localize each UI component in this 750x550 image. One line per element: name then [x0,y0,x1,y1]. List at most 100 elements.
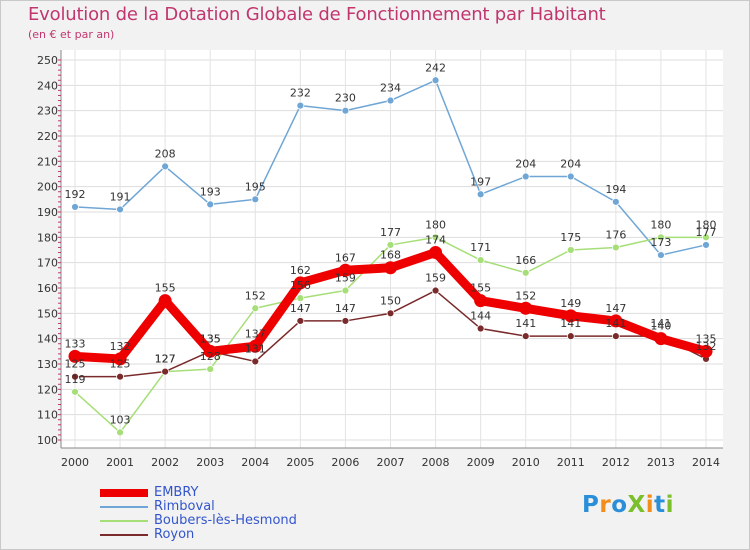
data-label-royon: 147 [290,302,311,315]
y-tick-label: 190 [37,206,58,219]
x-tick-label: 2003 [196,456,224,469]
data-label-embry: 155 [155,282,176,295]
data-point-embry [699,344,713,358]
data-point-royon [431,286,440,295]
data-point-embry [113,352,127,366]
data-point-boubers-l-s-hesmond [431,233,440,242]
data-label-royon: 141 [605,317,626,330]
data-label-embry: 140 [650,320,671,333]
data-label-embry: 147 [605,302,626,315]
y-tick-label: 100 [37,434,58,447]
data-label-royon: 159 [425,272,446,285]
data-point-royon [611,332,620,341]
data-label-boubers-l-s-hesmond: 180 [650,218,671,231]
x-tick-label: 2001 [106,456,134,469]
legend-label-boubers: Boubers-lès-Hesmond [154,513,297,528]
y-tick-label: 210 [37,155,58,168]
data-label-royon: 141 [650,317,671,330]
logo-letter: i [665,492,675,518]
data-label-boubers-l-s-hesmond: 119 [65,373,86,386]
x-tick-label: 2012 [602,456,630,469]
data-point-embry [158,294,172,308]
data-point-rimboval [702,241,710,249]
data-point-embry [248,339,262,353]
data-point-embry [68,349,82,363]
data-point-rimboval [341,106,350,115]
data-label-royon: 141 [560,317,581,330]
data-point-boubers-l-s-hesmond [296,294,305,303]
data-point-royon [386,309,395,318]
y-tick-label: 240 [37,79,58,92]
data-point-rimboval [611,197,620,206]
x-tick-label: 2008 [422,456,450,469]
data-point-royon [251,357,260,366]
y-tick-label: 170 [37,257,58,270]
data-point-embry [654,332,668,346]
data-point-boubers-l-s-hesmond [386,241,395,249]
data-label-boubers-l-s-hesmond: 176 [605,228,626,241]
legend-swatch-embry [100,489,148,497]
data-point-rimboval [657,251,665,259]
data-label-rimboval: 242 [425,61,446,74]
y-tick-label: 130 [37,358,58,371]
data-label-embry: 149 [560,297,581,310]
x-tick-label: 2011 [557,456,585,469]
data-label-boubers-l-s-hesmond: 177 [380,226,401,239]
y-tick-label: 110 [37,409,58,422]
data-label-rimboval: 177 [696,226,717,239]
data-label-embry: 162 [290,264,311,277]
data-point-boubers-l-s-hesmond [611,243,620,252]
data-point-embry [338,263,352,277]
data-label-royon: 144 [470,310,491,323]
x-tick-label: 2007 [377,456,405,469]
data-label-rimboval: 234 [380,82,401,95]
data-label-royon: 125 [65,358,86,371]
data-point-boubers-l-s-hesmond [251,304,260,313]
data-label-rimboval: 173 [650,236,671,249]
data-label-royon: 125 [110,358,131,371]
data-label-embry: 135 [200,332,221,345]
legend-swatch-boubers [100,520,148,522]
data-label-rimboval: 191 [110,190,131,203]
legend-label-royon: Royon [154,527,195,542]
y-tick-label: 220 [37,130,58,143]
data-label-boubers-l-s-hesmond: 103 [110,413,131,426]
legend-label-embry: EMBRY [154,485,199,500]
legend-swatch-rimboval [100,506,148,508]
data-point-royon [521,332,530,341]
data-label-royon: 147 [335,302,356,315]
data-point-rimboval [116,205,124,214]
data-point-embry [429,246,443,260]
x-tick-label: 2000 [61,456,89,469]
y-tick-label: 180 [37,231,58,244]
data-point-rimboval [206,200,215,209]
data-point-rimboval [251,195,260,204]
data-point-boubers-l-s-hesmond [116,428,124,437]
data-label-royon: 132 [696,340,717,353]
data-point-embry [203,344,217,358]
proxiti-logo: ProXiti [582,492,674,518]
data-point-royon [116,372,124,381]
data-label-embry: 168 [380,249,401,262]
data-point-embry [564,309,578,323]
chart-title: Evolution de la Dotation Globale de Fonc… [28,4,606,25]
y-tick-label: 160 [37,282,58,295]
data-label-embry: 135 [696,332,717,345]
x-tick-label: 2010 [512,456,540,469]
data-point-rimboval [296,101,305,110]
data-point-boubers-l-s-hesmond [657,233,665,242]
data-label-boubers-l-s-hesmond: 156 [290,279,311,292]
data-label-embry: 132 [110,340,131,353]
data-point-royon [566,332,575,341]
data-label-embry: 137 [245,327,266,340]
data-point-boubers-l-s-hesmond [521,268,530,277]
data-point-rimboval [431,76,440,85]
logo-letter: X [627,492,646,518]
x-tick-label: 2013 [647,456,675,469]
data-label-royon: 135 [200,332,221,345]
logo-letter: P [582,492,600,518]
data-label-boubers-l-s-hesmond: 128 [200,350,221,363]
data-label-rimboval: 230 [335,92,356,105]
data-point-boubers-l-s-hesmond [341,286,350,295]
